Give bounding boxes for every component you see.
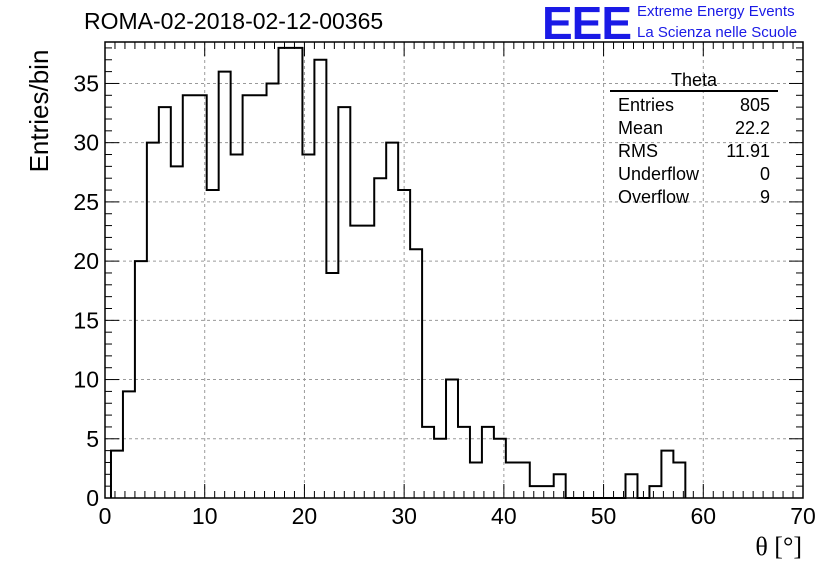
y-tick-label: 30: [73, 130, 99, 156]
histogram-bin: [123, 391, 135, 498]
histogram-bin: [314, 60, 326, 498]
x-tick-label: 10: [192, 503, 218, 529]
histogram-bin: [530, 486, 542, 498]
y-tick-label: 10: [73, 367, 99, 393]
stats-value: 0: [759, 164, 770, 184]
histogram-bin: [434, 439, 446, 498]
stats-value: 11.91: [726, 141, 770, 161]
histogram-bin: [207, 190, 219, 498]
histogram-bin: [422, 427, 434, 498]
stats-value: 9: [759, 187, 770, 207]
chart-title: ROMA-02-2018-02-12-00365: [84, 8, 384, 34]
stats-label: Entries: [618, 95, 675, 115]
x-tick-label: 70: [790, 503, 816, 529]
histogram-bin: [410, 249, 422, 498]
x-tick-label: 0: [99, 503, 112, 529]
y-tick-label: 0: [86, 485, 99, 511]
stats-row-underflow: Underflow 0: [610, 163, 778, 186]
eee-logo: EEE: [542, 0, 632, 49]
histogram-bin: [159, 107, 171, 498]
histogram-bin: [326, 273, 338, 498]
x-tick-label: 60: [690, 503, 716, 529]
histogram-bin: [482, 427, 494, 498]
histogram-bin: [626, 474, 638, 498]
stats-row-overflow: Overflow 9: [610, 186, 778, 209]
histogram-bin: [171, 166, 183, 498]
x-tick-label: 20: [292, 503, 318, 529]
histogram-bin: [243, 95, 255, 498]
histogram-bin: [506, 462, 518, 498]
stats-box: Theta Entries 805 Mean 22.2 RMS 11.91 Un…: [610, 70, 778, 209]
stats-value: 805: [739, 95, 770, 115]
logo-line-2: La Scienza nelle Scuole: [637, 24, 798, 41]
stats-label: Overflow: [618, 187, 690, 207]
plot-frame: [104, 41, 804, 499]
y-axis-label: Entries/bin: [24, 49, 54, 173]
histogram-bin: [338, 107, 350, 498]
histogram-bin: [458, 427, 470, 498]
stats-row-mean: Mean 22.2: [610, 117, 778, 140]
histogram-bin: [231, 155, 243, 498]
y-tick-label: 5: [86, 426, 99, 452]
histogram-bin: [362, 226, 374, 498]
histogram-bin: [350, 226, 362, 498]
logo-line-1: Extreme Energy Events: [637, 3, 795, 20]
histogram-outline: [109, 46, 687, 499]
stats-label: RMS: [618, 141, 658, 161]
x-tick-label: 50: [591, 503, 617, 529]
histogram-bin: [470, 462, 482, 498]
histogram-bin: [111, 451, 123, 498]
y-tick-label: 35: [73, 70, 99, 96]
y-tick-label: 25: [73, 189, 99, 215]
x-tick-label: 30: [391, 503, 417, 529]
stats-row-entries: Entries 805: [610, 94, 778, 117]
histogram-bin: [183, 95, 195, 498]
histogram-bin: [649, 486, 661, 498]
histogram-bin: [267, 83, 279, 498]
histogram-bin: [255, 95, 267, 498]
x-tick-label: 40: [491, 503, 517, 529]
histogram-bin: [661, 451, 673, 498]
stats-title: Theta: [610, 70, 778, 92]
stats-row-rms: RMS 11.91: [610, 140, 778, 163]
y-tick-label: 20: [73, 248, 99, 274]
stats-value: 22.2: [734, 118, 770, 138]
stats-label: Mean: [618, 118, 664, 138]
stats-label: Underflow: [618, 164, 700, 184]
y-tick-label: 15: [73, 307, 99, 333]
histogram-bin: [279, 48, 291, 498]
x-axis-label: θ [°]: [755, 532, 802, 561]
histogram-bin: [374, 178, 386, 498]
histogram-bin: [219, 72, 231, 498]
histogram-bin: [290, 48, 302, 498]
